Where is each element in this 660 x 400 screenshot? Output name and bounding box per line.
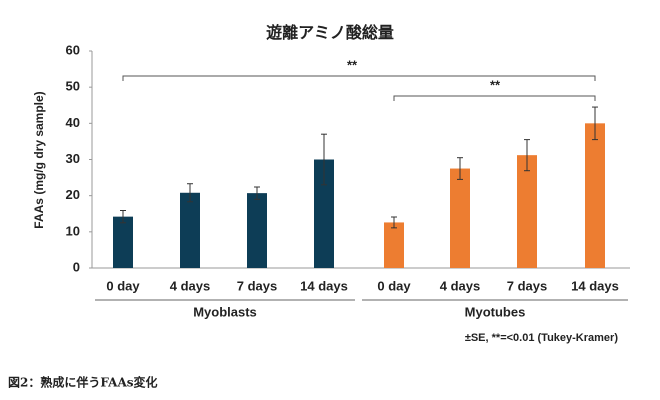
x-tick-label: 7 days <box>237 278 277 293</box>
x-tick-label: 0 day <box>106 278 140 293</box>
bar <box>113 216 133 268</box>
y-tick-label: 0 <box>73 259 80 274</box>
bar <box>450 168 470 268</box>
x-tick-label: 7 days <box>507 278 547 293</box>
x-tick-label: 14 days <box>300 278 348 293</box>
chart-title: 遊離アミノ酸総量 <box>266 23 394 42</box>
y-tick-label: 30 <box>66 151 80 166</box>
bar <box>585 123 605 268</box>
bar <box>180 192 200 268</box>
x-tick-label: 0 day <box>377 278 411 293</box>
x-tick-label: 14 days <box>571 278 619 293</box>
x-tick-label: 4 days <box>440 278 480 293</box>
group-label: Myotubes <box>465 304 526 319</box>
y-axis-label: FAAs (mg/g dry sample) <box>32 91 46 228</box>
y-tick-label: 50 <box>66 79 80 94</box>
y-tick-label: 40 <box>66 115 80 130</box>
significance-label: ** <box>490 77 501 92</box>
y-tick-label: 20 <box>66 187 80 202</box>
note: ±SE, **=<0.01 (Tukey-Kramer) <box>465 332 619 344</box>
significance-bracket <box>122 75 596 81</box>
group-label: Myoblasts <box>193 304 257 319</box>
x-tick-label: 4 days <box>170 278 210 293</box>
bar <box>517 155 537 268</box>
bar <box>314 159 334 268</box>
caption: 図2：熟成に伴うFAAs変化 <box>8 375 158 390</box>
significance-label: ** <box>347 57 358 72</box>
bar <box>247 193 267 268</box>
y-tick-label: 10 <box>66 223 80 238</box>
y-tick-label: 60 <box>66 42 80 57</box>
significance-bracket <box>393 95 596 101</box>
bar <box>384 222 404 268</box>
